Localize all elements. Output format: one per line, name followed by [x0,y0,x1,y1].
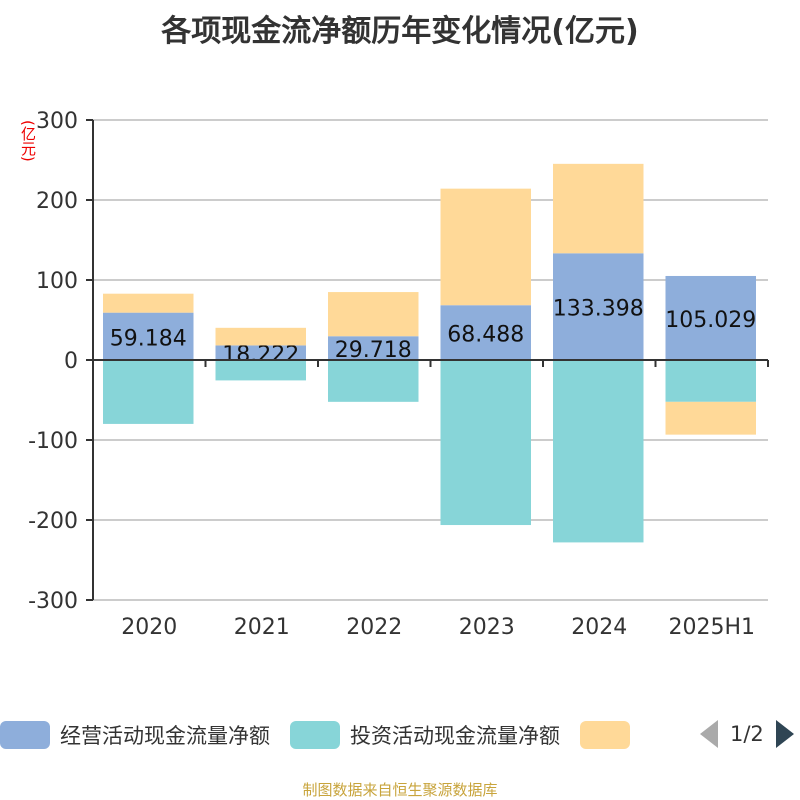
bar-segment [103,360,194,424]
y-axis-label: (亿元) [19,120,37,162]
x-tick-label: 2024 [571,615,627,640]
legend-item[interactable] [580,721,640,749]
y-tick-label: -300 [28,589,78,614]
y-tick-label: 100 [36,269,78,294]
footer-source: 制图数据来自恒生聚源数据库 [302,781,498,799]
x-tick-label: 2021 [234,615,290,640]
bar-segment [215,360,306,381]
legend-item[interactable]: 投资活动现金流量净额 [290,720,560,750]
x-tick-label: 2022 [346,615,402,640]
bar-segment [215,345,306,360]
next-page-icon[interactable] [775,720,794,748]
data-label: 68.488 [447,323,524,348]
bar-segment [328,336,419,360]
chart: 3002001000-100-200-30059.184202018.22220… [28,109,769,640]
bar-segment [103,293,194,313]
data-label: 59.184 [110,326,187,351]
y-tick-label: 0 [64,349,78,374]
data-label: 29.718 [335,338,412,363]
bar-segment [553,360,644,543]
legend: 经营活动现金流量净额 投资活动现金流量净额 [0,718,660,752]
y-tick-label: 300 [36,109,78,134]
bar-segment [440,188,531,306]
data-label: 133.398 [553,297,644,322]
bar-segment [215,327,306,346]
bar-segment [440,305,531,360]
bar-segment [665,401,756,435]
bar-segment [665,360,756,402]
data-label: 105.029 [665,308,756,333]
x-tick-label: 2023 [459,615,515,640]
y-tick-label: -200 [28,509,78,534]
bar-segment [553,163,644,254]
legend-label: 投资活动现金流量净额 [350,724,560,748]
chart-title: 各项现金流净额历年变化情况(亿元) [161,14,639,49]
legend-page: 1/2 [730,722,764,746]
legend-label: 经营活动现金流量净额 [60,724,270,748]
bar-segment [553,253,644,360]
bar-segment [440,360,531,526]
legend-item[interactable]: 经营活动现金流量净额 [0,720,270,750]
legend-swatch [580,721,630,749]
x-tick-label: 2025H1 [668,615,755,640]
legend-swatch [0,721,50,749]
y-tick-label: -100 [28,429,78,454]
bar-segment [328,360,419,402]
bar-segment [103,312,194,360]
legend-swatch [290,721,340,749]
bar-segment [665,275,756,360]
prev-page-icon[interactable] [700,720,718,748]
x-tick-label: 2020 [121,615,177,640]
bar-segment [328,292,419,337]
y-tick-label: 200 [36,189,78,214]
